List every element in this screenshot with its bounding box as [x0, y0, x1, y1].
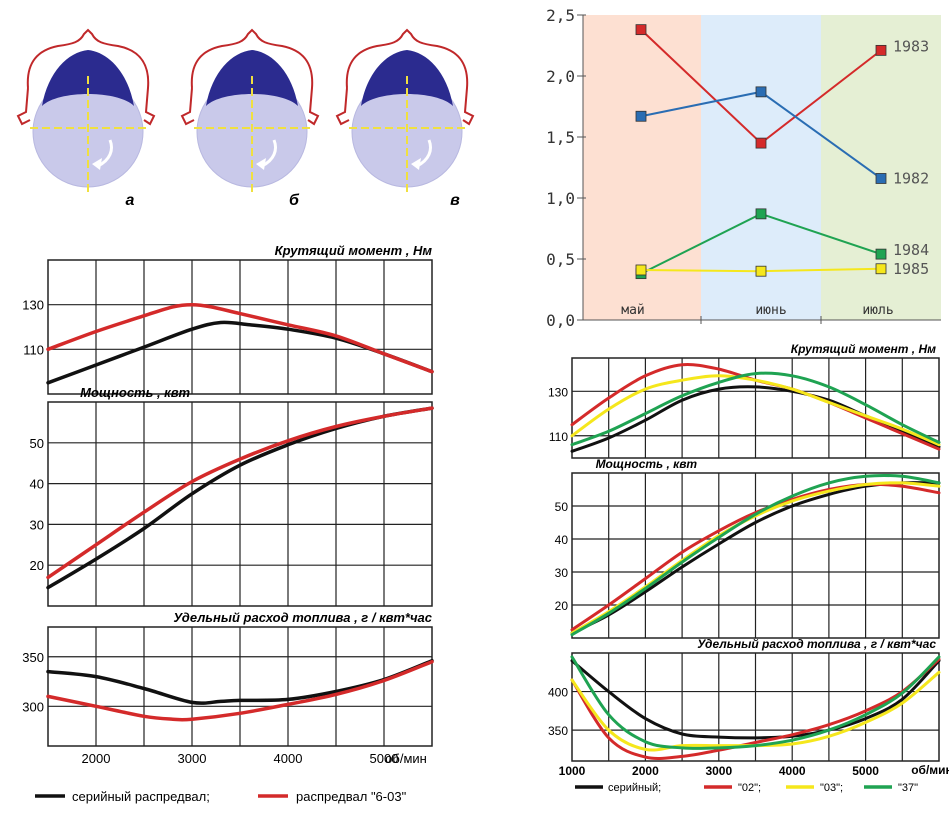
left-power-ytick-label: 30	[30, 517, 44, 532]
left-fuel-xtick-label: 3000	[178, 751, 207, 766]
yearly-marker-1982	[635, 110, 647, 122]
left-fuel-xlabel: об/мин	[385, 751, 427, 766]
left-fuel-line-распредвал-6-03	[46, 659, 434, 722]
yearly-series-label-1983: 1983	[893, 37, 929, 55]
legend-right-label-0: серийный;	[608, 782, 661, 794]
yearly-ytick-label: 1,0	[546, 189, 575, 208]
yearly-series-label-1984: 1984	[893, 241, 929, 259]
right-fuel-xtick-label: 2000	[632, 764, 659, 778]
yearly-ytick-label: 2,0	[546, 67, 575, 86]
chart-left-torque: Крутящий момент , Нм 110 130	[22, 243, 434, 395]
legend-left-label-0: серийный распредвал;	[72, 789, 210, 804]
right-fuel-xtick-label: 4000	[779, 764, 806, 778]
yearly-ytick-label: 0,0	[546, 311, 575, 330]
yearly-ytick-label: 0,5	[546, 250, 575, 269]
left-fuel-xtick-label: 2000	[82, 751, 111, 766]
right-fuel-line-02	[570, 657, 941, 761]
right-torque-ytick-label: 130	[548, 385, 568, 399]
right-torque-line-03	[570, 374, 941, 447]
cam-label-v: в	[450, 192, 460, 209]
cam-label-a: а	[126, 192, 135, 209]
yearly-marker-1983	[755, 137, 767, 149]
chart-left-fuel: Удельный расход топлива , г / квт*час 300…	[22, 610, 434, 766]
left-torque-line-распредвал-6-03	[46, 302, 434, 374]
left-fuel-ytick-label: 350	[22, 650, 44, 665]
cam-profile-icon	[16, 28, 156, 194]
right-torque-title: Крутящий момент , Нм	[791, 342, 936, 356]
legend-right-label-3: "37"	[898, 782, 918, 794]
legend-right-label-2: "03";	[820, 782, 843, 794]
right-torque-ytick-label: 110	[549, 430, 568, 444]
cam-profile-icon	[335, 28, 475, 194]
right-power-ytick-label: 20	[555, 599, 569, 613]
left-fuel-xtick-label: 5000	[370, 751, 399, 766]
right-power-line-37	[570, 473, 941, 637]
yearly-xtick-label: июнь	[755, 303, 786, 318]
cam-label-b: б	[289, 192, 300, 209]
right-fuel-line-серийный	[570, 659, 941, 740]
cam-b	[180, 28, 320, 194]
right-torque-line-37	[570, 371, 941, 447]
yearly-ytick-label: 2,5	[546, 6, 575, 25]
legend-right: серийный; "02"; "03"; "37"	[575, 782, 918, 794]
yearly-xtick-label: июль	[862, 303, 893, 318]
legend-right-label-1: "02";	[738, 782, 761, 794]
right-fuel-xtick-label: 1000	[559, 764, 586, 778]
yearly-series-label-1985: 1985	[893, 260, 929, 278]
yearly-marker-1985	[635, 264, 647, 276]
yearly-marker-1984	[755, 208, 767, 220]
yearly-series-label-1982: 1982	[893, 169, 929, 187]
left-torque-ytick-label: 130	[22, 298, 44, 313]
right-power-ytick-label: 40	[555, 533, 569, 547]
legend-left: серийный распредвал; распредвал "6-03"	[35, 789, 407, 804]
cam-v	[335, 28, 475, 194]
left-fuel-frame	[47, 626, 433, 747]
chart-yearly: 0,0 0,5 1,0 1,5 2,0 2,5 май июнь июль 1983 1982 1…	[546, 6, 941, 330]
chart-left-power: Мощность , квт 20 30 40 50	[30, 385, 434, 607]
yearly-xtick-label: май	[621, 303, 644, 318]
left-power-title: Мощность , квт	[80, 385, 190, 400]
right-fuel-ytick-label: 350	[548, 724, 568, 738]
cam-a	[16, 28, 156, 194]
right-fuel-xlabel: об/мин	[911, 763, 949, 777]
right-fuel-frame	[571, 652, 940, 762]
left-torque-title: Крутящий момент , Нм	[275, 243, 433, 258]
left-power-frame	[47, 401, 433, 607]
right-fuel-line-37	[570, 655, 941, 750]
left-torque-ytick-label: 110	[23, 342, 44, 357]
left-power-line-распредвал-6-03	[46, 406, 434, 580]
yearly-marker-1983	[635, 24, 647, 36]
left-power-ytick-label: 50	[30, 436, 44, 451]
right-power-ytick-label: 50	[555, 500, 569, 514]
left-power-ytick-label: 40	[30, 477, 44, 492]
legend-left-label-1: распредвал "6-03"	[296, 789, 407, 804]
right-fuel-xtick-label: 5000	[852, 764, 879, 778]
right-torque-frame	[571, 357, 940, 459]
right-fuel-title: Удельный расход топлива , г / квт*час	[697, 637, 936, 651]
chart-right-power: Мощность , квт 20 30 40 50	[555, 457, 941, 639]
yearly-marker-1982	[875, 173, 887, 184]
right-power-ytick-label: 30	[555, 566, 569, 580]
cam-profile-icon	[180, 28, 320, 194]
yearly-marker-1985	[875, 263, 887, 275]
right-power-title: Мощность , квт	[596, 457, 698, 471]
right-power-frame	[571, 472, 940, 639]
left-fuel-title: Удельный расход топлива , г / квт*час	[173, 610, 432, 625]
left-power-ytick-label: 20	[30, 558, 44, 573]
chart-right-fuel: Удельный расход топлива , г / квт*час 350…	[548, 637, 949, 778]
yearly-ytick-label: 1,5	[546, 128, 575, 147]
chart-right-torque: Крутящий момент , Нм 110 130	[548, 342, 941, 459]
left-fuel-ytick-label: 300	[22, 699, 44, 714]
left-torque-frame	[47, 259, 433, 395]
yearly-marker-1983	[875, 44, 887, 56]
right-fuel-xtick-label: 3000	[705, 764, 732, 778]
yearly-marker-1982	[755, 86, 767, 98]
left-fuel-xtick-label: 4000	[274, 751, 303, 766]
yearly-marker-1985	[755, 265, 767, 277]
yearly-marker-1984	[875, 248, 887, 260]
right-fuel-ytick-label: 400	[548, 686, 568, 700]
